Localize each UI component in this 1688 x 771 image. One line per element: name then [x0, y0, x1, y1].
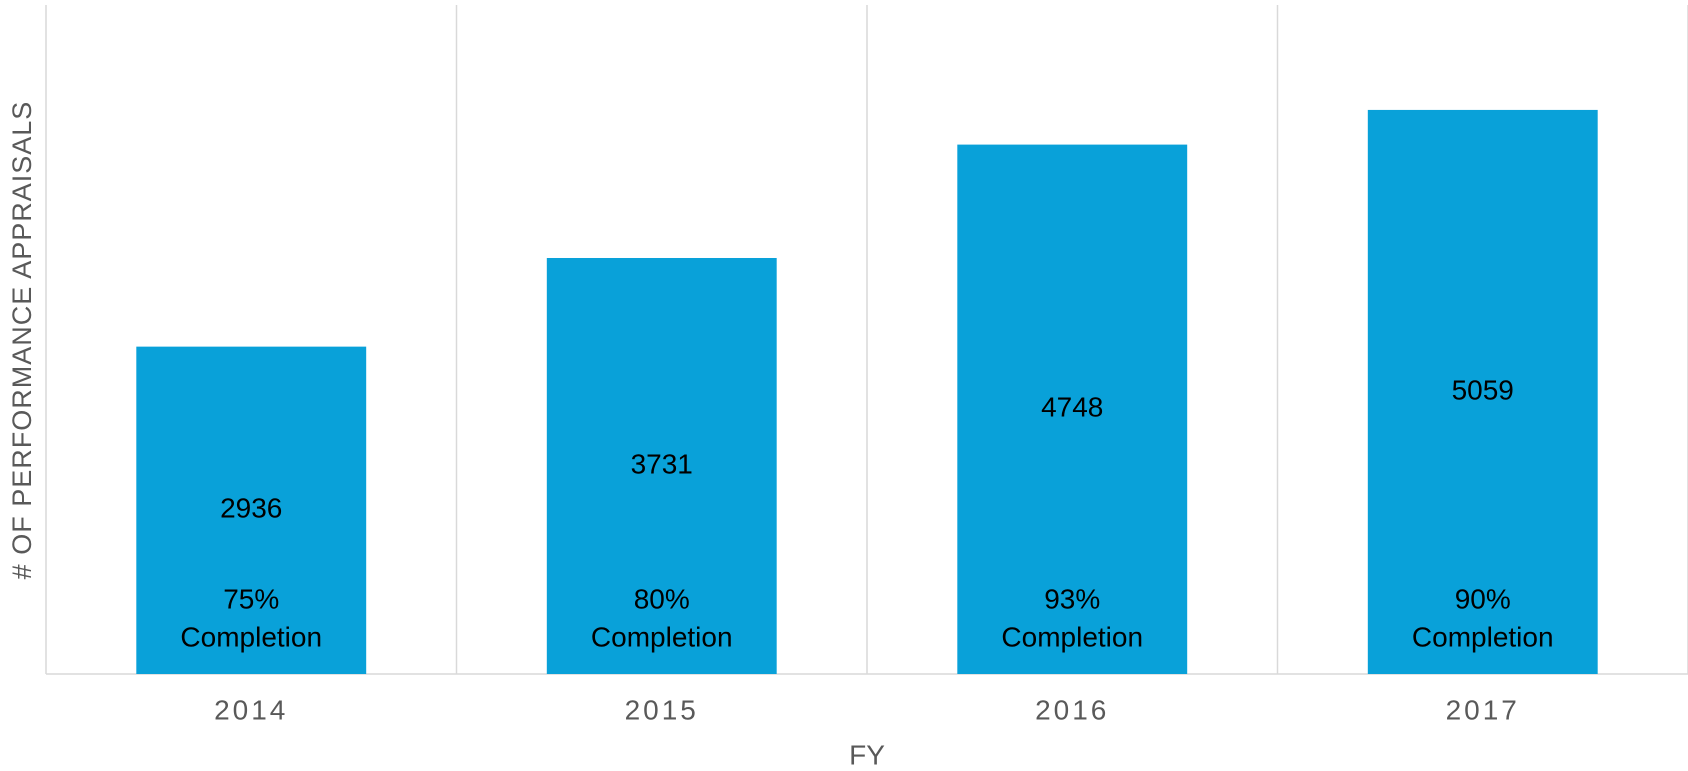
- bar: [546, 257, 777, 674]
- value-label: 4748: [1041, 392, 1103, 423]
- bar: [957, 144, 1188, 674]
- x-tick-label: 2014: [214, 694, 288, 725]
- value-label: 3731: [631, 448, 693, 479]
- value-label: 2936: [220, 493, 282, 524]
- completion-label: 90%: [1455, 583, 1511, 614]
- completion-label: Completion: [1001, 621, 1143, 652]
- completion-label: 75%: [223, 583, 279, 614]
- x-axis-title: FY: [849, 739, 885, 770]
- x-tick-label: 2016: [1035, 694, 1109, 725]
- y-axis-title: # OF PERFORMANCE APPRAISALS: [7, 101, 37, 580]
- completion-label: Completion: [1412, 621, 1554, 652]
- bar: [1367, 109, 1598, 674]
- value-label: 5059: [1452, 374, 1514, 405]
- x-tick-label: 2017: [1446, 694, 1520, 725]
- x-tick-label: 2015: [625, 694, 699, 725]
- completion-label: 93%: [1044, 583, 1100, 614]
- completion-label: Completion: [180, 621, 322, 652]
- completion-label: Completion: [591, 621, 733, 652]
- completion-label: 80%: [634, 583, 690, 614]
- bar: [136, 346, 367, 674]
